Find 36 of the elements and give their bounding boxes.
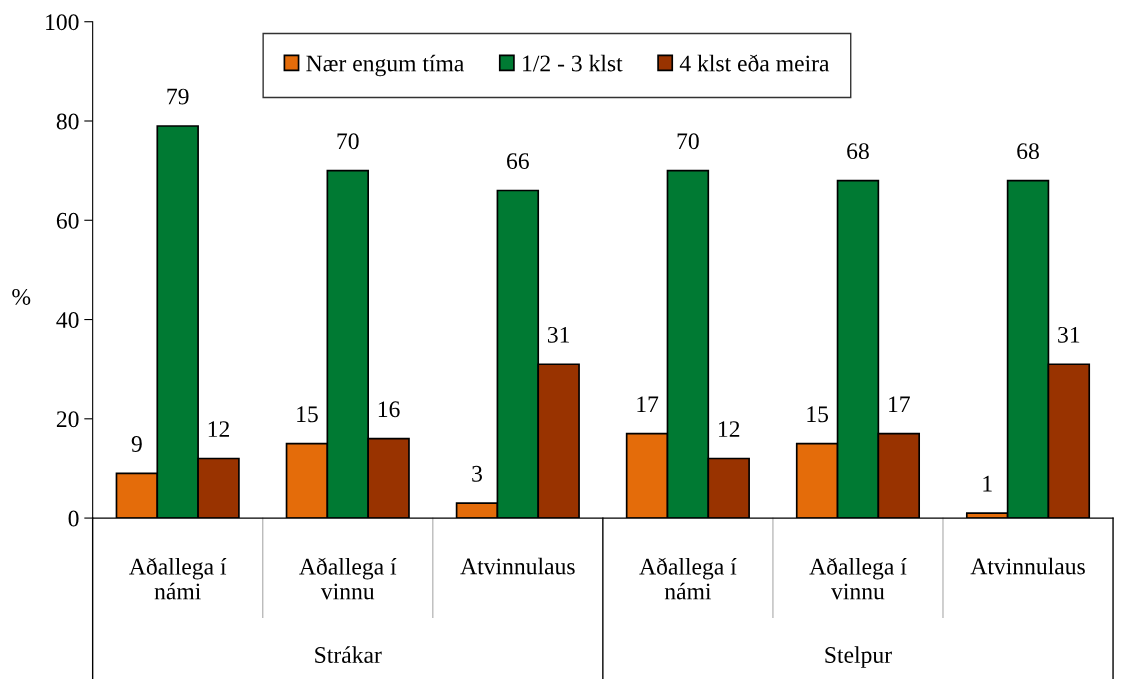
data-label: 79 xyxy=(167,88,189,105)
legend-label: 1/2 - 3 klst xyxy=(523,54,623,72)
data-label: 15 xyxy=(297,406,318,423)
data-label: 15 xyxy=(807,406,829,423)
data-label: 9 xyxy=(131,436,142,452)
legend-label: 4 klst eða meira xyxy=(679,54,830,72)
data-label: 17 xyxy=(637,396,659,412)
data-label: 70 xyxy=(337,133,359,150)
y-tick-label: 0 xyxy=(68,510,79,527)
x-tick-label: Aðallega í námi xyxy=(129,557,227,600)
y-tick-label: 60 xyxy=(56,212,79,229)
text: Stelpur xyxy=(825,646,892,668)
data-label: 31 xyxy=(547,326,570,343)
data-label: 17 xyxy=(889,396,910,412)
text: Strákar xyxy=(315,646,382,663)
data-label: 70 xyxy=(677,133,699,150)
data-label: 1 xyxy=(983,475,992,492)
x-tick-label: Aðallega í vinnu xyxy=(299,557,397,600)
x-tick-label: Aðallega í námi xyxy=(639,557,737,600)
y-tick-label: 20 xyxy=(56,411,79,428)
y-tick-label: 100 xyxy=(46,14,79,31)
x-tick-label: Atvinnulaus xyxy=(970,557,1085,575)
y-tick-label: 80 xyxy=(56,113,79,130)
data-label: 3 xyxy=(472,465,482,482)
data-label: 12 xyxy=(718,421,740,437)
data-label: 68 xyxy=(1017,143,1039,160)
data-label: 68 xyxy=(847,143,869,160)
x-tick-label: Atvinnulaus xyxy=(460,557,575,575)
x-tick-label: Aðallega í vinnu xyxy=(809,557,907,600)
y-tick-label: 40 xyxy=(56,312,79,328)
data-label: 66 xyxy=(507,153,529,170)
data-label: 12 xyxy=(208,421,230,437)
data-label: 31 xyxy=(1058,326,1080,343)
y-axis-title: % xyxy=(12,288,31,305)
data-label: 16 xyxy=(378,401,400,418)
legend-label: Nær engum tíma xyxy=(306,54,465,77)
